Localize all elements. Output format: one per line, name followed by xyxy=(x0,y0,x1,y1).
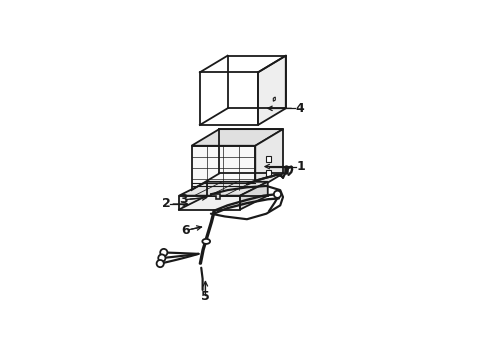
Text: 2: 2 xyxy=(162,198,171,211)
Polygon shape xyxy=(192,146,255,190)
Polygon shape xyxy=(258,56,286,125)
Polygon shape xyxy=(192,129,283,146)
Polygon shape xyxy=(255,129,283,190)
Circle shape xyxy=(157,260,164,267)
Text: 5: 5 xyxy=(201,290,210,303)
Text: 3: 3 xyxy=(179,193,188,206)
Circle shape xyxy=(158,255,166,262)
Polygon shape xyxy=(211,194,220,199)
Polygon shape xyxy=(179,195,240,210)
Polygon shape xyxy=(179,182,268,195)
Bar xyxy=(267,170,271,176)
Circle shape xyxy=(160,249,168,256)
Text: 6: 6 xyxy=(182,224,190,237)
Text: 4: 4 xyxy=(295,102,304,115)
Polygon shape xyxy=(200,72,258,125)
Polygon shape xyxy=(240,182,268,210)
Bar xyxy=(267,156,271,162)
Polygon shape xyxy=(273,97,275,101)
Circle shape xyxy=(274,191,281,198)
Text: 1: 1 xyxy=(296,160,305,173)
Ellipse shape xyxy=(202,239,210,244)
